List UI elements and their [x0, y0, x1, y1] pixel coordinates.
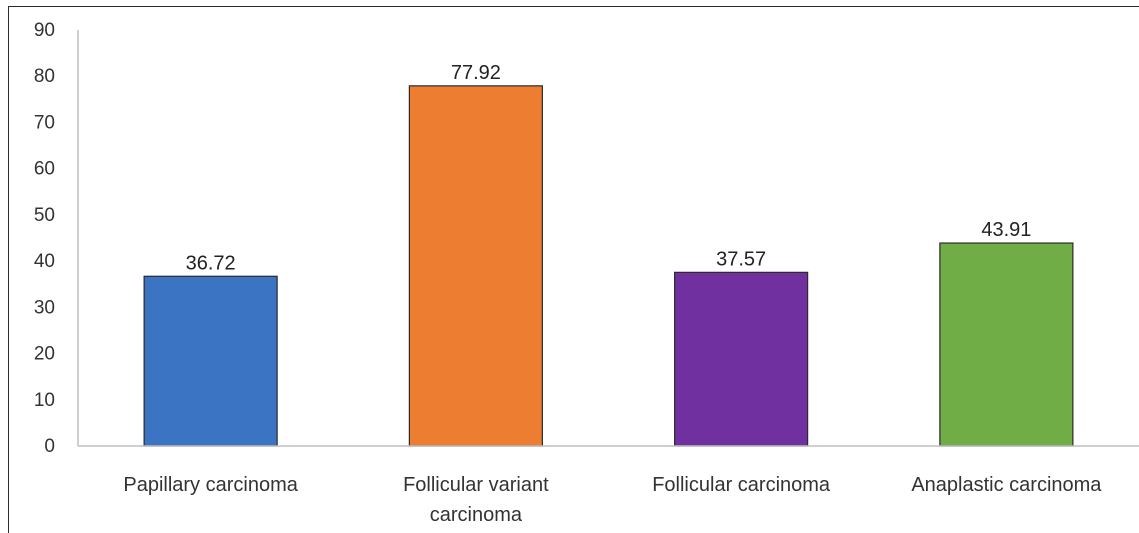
y-tick-label: 70	[34, 112, 55, 133]
x-category-label: Follicular carcinoma	[652, 474, 831, 496]
bar-value-label: 43.91	[981, 219, 1031, 241]
x-category-label: carcinoma	[430, 504, 523, 526]
y-tick-label: 80	[34, 66, 55, 87]
bar	[143, 275, 278, 447]
bar	[408, 85, 543, 447]
bar	[674, 271, 809, 447]
y-tick-label: 90	[34, 20, 55, 41]
chart-frame	[8, 6, 1139, 533]
x-category-label: Papillary carcinoma	[123, 474, 298, 496]
bar	[939, 242, 1074, 447]
y-tick-label: 30	[34, 297, 55, 318]
y-tick-label: 50	[34, 205, 55, 226]
data-labels: 36.72 77.92 37.57 43.91	[186, 62, 1032, 274]
y-tick-label: 20	[34, 344, 55, 365]
y-tick-label: 10	[34, 390, 55, 411]
bar-value-label: 37.57	[716, 248, 766, 270]
y-tick-label: 40	[34, 251, 55, 272]
x-category-label: Anaplastic carcinoma	[911, 474, 1102, 496]
bars	[143, 85, 1074, 447]
y-tick-label: 0	[44, 436, 55, 457]
bar-value-label: 36.72	[186, 252, 236, 274]
y-axis-ticks: 0 10 20 30 40 50 60 70 80 90	[34, 20, 55, 457]
x-category-label: Follicular variant	[403, 474, 549, 496]
x-axis-categories: Papillary carcinoma Follicular variant car…	[123, 474, 1102, 526]
y-tick-label: 60	[34, 159, 55, 180]
bar-value-label: 77.92	[451, 62, 501, 84]
